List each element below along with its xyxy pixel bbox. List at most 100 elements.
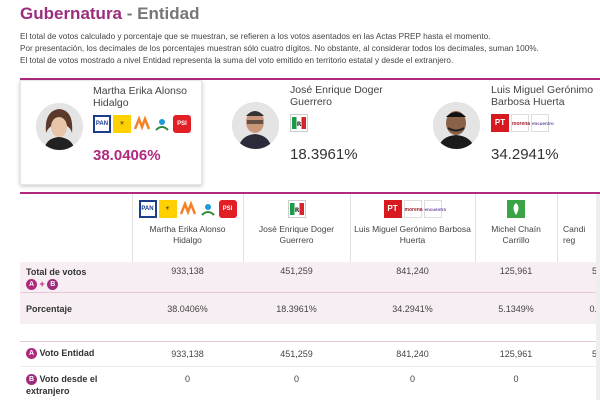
note-line: El total de votos mostrado a nivel Entid… (20, 56, 454, 65)
column-header-line: Candi (563, 224, 586, 234)
column-divider (243, 194, 244, 309)
party-logos: R (290, 114, 308, 132)
candidate-name-line: Martha Erika Alonso (93, 85, 187, 97)
candidate-percentage: 18.3961% (290, 146, 358, 163)
row-formula: A + B (26, 279, 59, 291)
table-cell: 125,961 (499, 349, 533, 359)
candidate-percentage: 38.0406% (93, 147, 161, 164)
candidate-name-line: Guerrero (290, 96, 333, 108)
party-logos: PAN ☀ PSI (132, 200, 243, 218)
psi-logo-icon: PSI (173, 115, 191, 133)
party-logos (475, 200, 557, 218)
svg-text:R: R (297, 121, 302, 128)
row-label: Total de votos (26, 267, 87, 277)
column-header-line: reg (563, 235, 576, 245)
table-cell: 0 (409, 374, 415, 384)
pri-logo-icon: R (290, 114, 308, 132)
table-cell: 451,259 (280, 266, 313, 276)
column-header-line: Huerta (399, 235, 426, 245)
candidate-name-line: José Enrique Doger (290, 84, 383, 96)
table-cell: 125,961 (499, 266, 533, 276)
verde-logo-icon (507, 200, 525, 218)
note-line: Por presentación, los decimales de los p… (20, 44, 539, 53)
pt-logo-icon: PT (491, 114, 509, 132)
column-header-line: Michel Chaín (491, 224, 541, 234)
column-header-line: Luis Miguel Gerónimo Barbosa (354, 224, 471, 234)
pri-logo-icon: R (287, 200, 306, 218)
candidate-name-line: Barbosa Huerta (491, 96, 565, 108)
cpp-logo-icon (153, 115, 171, 133)
candidate-name-line: Luis Miguel Gerónimo (491, 84, 594, 96)
table-cell: 0 (293, 374, 299, 384)
table-cell: 933,138 (171, 349, 204, 359)
mc-logo-icon (178, 200, 197, 218)
row-label-text: Voto desde el (39, 374, 98, 384)
column-header-line: Hidalgo (173, 235, 202, 245)
divider-top (20, 78, 600, 80)
candidate-cards: Martha Erika Alonso Hidalgo PAN ☀ PSI 38.… (20, 80, 600, 185)
row-label: Porcentaje (26, 304, 73, 314)
row-separator (20, 366, 600, 367)
party-logos: PT morena encuentro (350, 200, 475, 218)
page-title: Gubernatura - Entidad (20, 4, 199, 24)
table-cell: 38.0406% (167, 304, 208, 314)
party-logos: PAN ☀ PSI (93, 115, 191, 133)
table-header-cell: Candi reg (557, 200, 600, 246)
badge-b: B (26, 374, 37, 386)
column-header-line: Carrillo (502, 235, 530, 245)
table-cell: 841,240 (396, 349, 429, 359)
table-header-cell: R José Enrique Doger Guerrero (243, 200, 350, 246)
table-cell: 0 (513, 374, 519, 384)
table-row-total: Total de votos A + B 933,138 451,259 841… (20, 262, 600, 292)
pes-logo-icon: encuentro (423, 200, 446, 218)
candidate-card[interactable]: Luis Miguel Gerónimo Barbosa Huerta PT mo… (415, 80, 600, 185)
table-row-extranjero: B Voto desde el extranjero 0 0 0 0 (20, 367, 600, 400)
candidate-name-line: Hidalgo (93, 97, 129, 109)
candidate-card[interactable]: Martha Erika Alonso Hidalgo PAN ☀ PSI 38.… (20, 80, 202, 185)
table-cell: 18.3961% (276, 304, 317, 314)
party-logos: R (243, 200, 350, 218)
prd-logo-icon: ☀ (158, 200, 177, 218)
candidate-percentage: 34.2941% (491, 146, 559, 163)
page-title-main: Gubernatura (20, 4, 123, 23)
row-separator (20, 341, 600, 342)
page-title-separator: - (122, 4, 138, 23)
table-header-cell: Michel Chaín Carrillo (475, 200, 557, 246)
pes-logo-icon: encuentro (531, 114, 554, 132)
candidate-name: Martha Erika Alonso Hidalgo (93, 85, 187, 109)
column-divider (350, 194, 351, 309)
column-header-line: José Enrique Doger (258, 224, 335, 234)
column-divider (132, 194, 133, 309)
page-title-subtitle: Entidad (137, 4, 200, 23)
plus-sign: + (39, 279, 45, 289)
candidate-name: Luis Miguel Gerónimo Barbosa Huerta (491, 84, 593, 108)
candidate-photo (433, 102, 480, 149)
cpp-logo-icon (198, 200, 217, 218)
svg-text:R: R (294, 207, 299, 214)
candidate-photo (36, 103, 83, 150)
table-cell: 5 (591, 266, 597, 276)
candidate-card[interactable]: José Enrique Doger Guerrero R 18.3961% (220, 80, 405, 185)
candidate-photo (232, 102, 279, 149)
note-line: El total de votos calculado y porcentaje… (20, 32, 491, 41)
row-label: B Voto desde el extranjero (26, 373, 97, 397)
table-cell: 0. (589, 304, 597, 314)
column-header-line: Martha Erika Alonso (149, 224, 226, 234)
table-cell: 34.2941% (392, 304, 433, 314)
table-cell: 451,259 (280, 349, 313, 359)
divider-bottom (20, 192, 600, 194)
badge-a: A (26, 348, 37, 360)
table-row-porcentaje: Porcentaje 38.0406% 18.3961% 34.2941% 5.… (20, 293, 600, 324)
row-label-text: Voto Entidad (39, 348, 95, 358)
party-logos: PT morena encuentro (491, 114, 554, 132)
scrollbar[interactable] (596, 194, 600, 400)
pt-logo-icon: PT (383, 200, 402, 218)
prd-logo-icon: ☀ (113, 115, 131, 133)
pan-logo-icon: PAN (138, 200, 157, 218)
pan-logo-icon: PAN (93, 115, 111, 133)
table-header-cell: PT morena encuentro Luis Miguel Gerónimo… (350, 200, 475, 246)
results-table: PAN ☀ PSI Martha Erika Alonso Hidalgo R … (20, 194, 600, 400)
morena-logo-icon: morena (403, 200, 423, 218)
morena-logo-icon: morena (511, 114, 530, 132)
notes: El total de votos calculado y porcentaje… (20, 31, 590, 67)
